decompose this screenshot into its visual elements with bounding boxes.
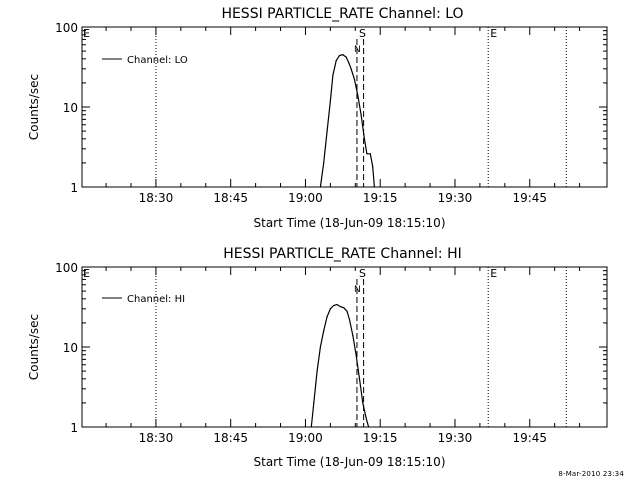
data-point	[348, 62, 349, 63]
data-point	[320, 186, 321, 187]
data-point	[374, 186, 375, 187]
chart-title: HESSI PARTICLE_RATE Channel: LO	[221, 6, 463, 22]
x-tick-label: 19:45	[512, 431, 547, 445]
marker-label: S	[359, 267, 366, 280]
x-tick-label: 18:45	[213, 431, 248, 445]
footer-timestamp: 8-Mar-2010 23:34	[558, 470, 624, 478]
x-tick-label: 19:15	[363, 191, 398, 205]
x-tick-label: 19:45	[512, 191, 547, 205]
y-axis-label: Counts/sec	[27, 314, 41, 380]
series-line-channelhi	[311, 305, 368, 428]
data-point	[356, 354, 357, 355]
data-point	[326, 316, 327, 317]
data-point	[343, 307, 344, 308]
data-point	[365, 417, 366, 418]
legend-label: Channel: HI	[127, 294, 185, 305]
marker-label: E	[83, 27, 90, 40]
data-point	[313, 402, 314, 403]
x-tick-label: 18:45	[213, 191, 248, 205]
data-point	[346, 311, 347, 312]
data-point	[323, 162, 324, 163]
data-point	[349, 319, 350, 320]
y-tick-label: 1	[70, 421, 78, 435]
data-point	[311, 426, 312, 427]
data-point	[330, 100, 331, 101]
y-tick-label: 10	[63, 101, 78, 115]
marker-label: N	[354, 45, 361, 55]
data-point	[333, 305, 334, 306]
y-tick-label: 100	[55, 21, 78, 35]
data-point	[323, 330, 324, 331]
x-axis-label: Start Time (18-Jun-09 18:15:10)	[254, 216, 446, 230]
data-point	[316, 370, 317, 371]
marker-label: E	[490, 267, 497, 280]
data-point	[346, 57, 347, 58]
x-tick-label: 19:30	[438, 431, 473, 445]
legend: Channel: HI	[102, 294, 185, 305]
legend-label: Channel: LO	[127, 55, 188, 66]
data-point	[354, 79, 355, 80]
data-point	[357, 95, 358, 96]
marker-label: N	[354, 285, 361, 295]
data-point	[366, 153, 367, 154]
data-point	[352, 335, 353, 336]
marker-label: E	[83, 267, 90, 280]
data-point	[332, 75, 333, 76]
data-point	[372, 166, 373, 167]
data-point	[370, 153, 371, 154]
y-tick-label: 100	[55, 261, 78, 275]
data-point	[362, 402, 363, 403]
data-point	[368, 426, 369, 427]
chart-panel-2: HESSI PARTICLE_RATE Channel: HI 1 10 100 Cou…	[27, 246, 607, 469]
marker-label: S	[359, 27, 366, 40]
data-point	[336, 60, 337, 61]
data-point	[351, 68, 352, 69]
data-point	[359, 378, 360, 379]
x-tick-label: 19:30	[438, 191, 473, 205]
data-point	[336, 304, 337, 305]
x-axis-label: Start Time (18-Jun-09 18:15:10)	[254, 455, 446, 469]
x-tick-label: 19:00	[288, 431, 323, 445]
axes-frame	[82, 267, 607, 427]
data-point	[364, 138, 365, 139]
x-tick-label: 19:00	[288, 191, 323, 205]
chart-title: HESSI PARTICLE_RATE Channel: HI	[223, 246, 461, 262]
data-point	[361, 114, 362, 115]
data-point	[340, 306, 341, 307]
series-line-channello	[320, 55, 374, 187]
y-axis-label: Counts/sec	[27, 74, 41, 140]
data-point	[326, 130, 327, 131]
legend: Channel: LO	[102, 55, 188, 66]
marker-label: E	[490, 27, 497, 40]
data-point	[342, 54, 343, 55]
data-point	[320, 346, 321, 347]
data-point	[330, 308, 331, 309]
chart-panel-1: HESSI PARTICLE_RATE Channel: LO 1 10 100 Cou…	[27, 6, 607, 230]
x-tick-label: 18:30	[139, 191, 174, 205]
y-tick-label: 1	[70, 181, 78, 195]
x-tick-label: 18:30	[139, 431, 174, 445]
data-point	[339, 55, 340, 56]
x-tick-label: 19:15	[363, 431, 398, 445]
axes-frame	[82, 27, 607, 187]
y-tick-label: 10	[63, 341, 78, 355]
